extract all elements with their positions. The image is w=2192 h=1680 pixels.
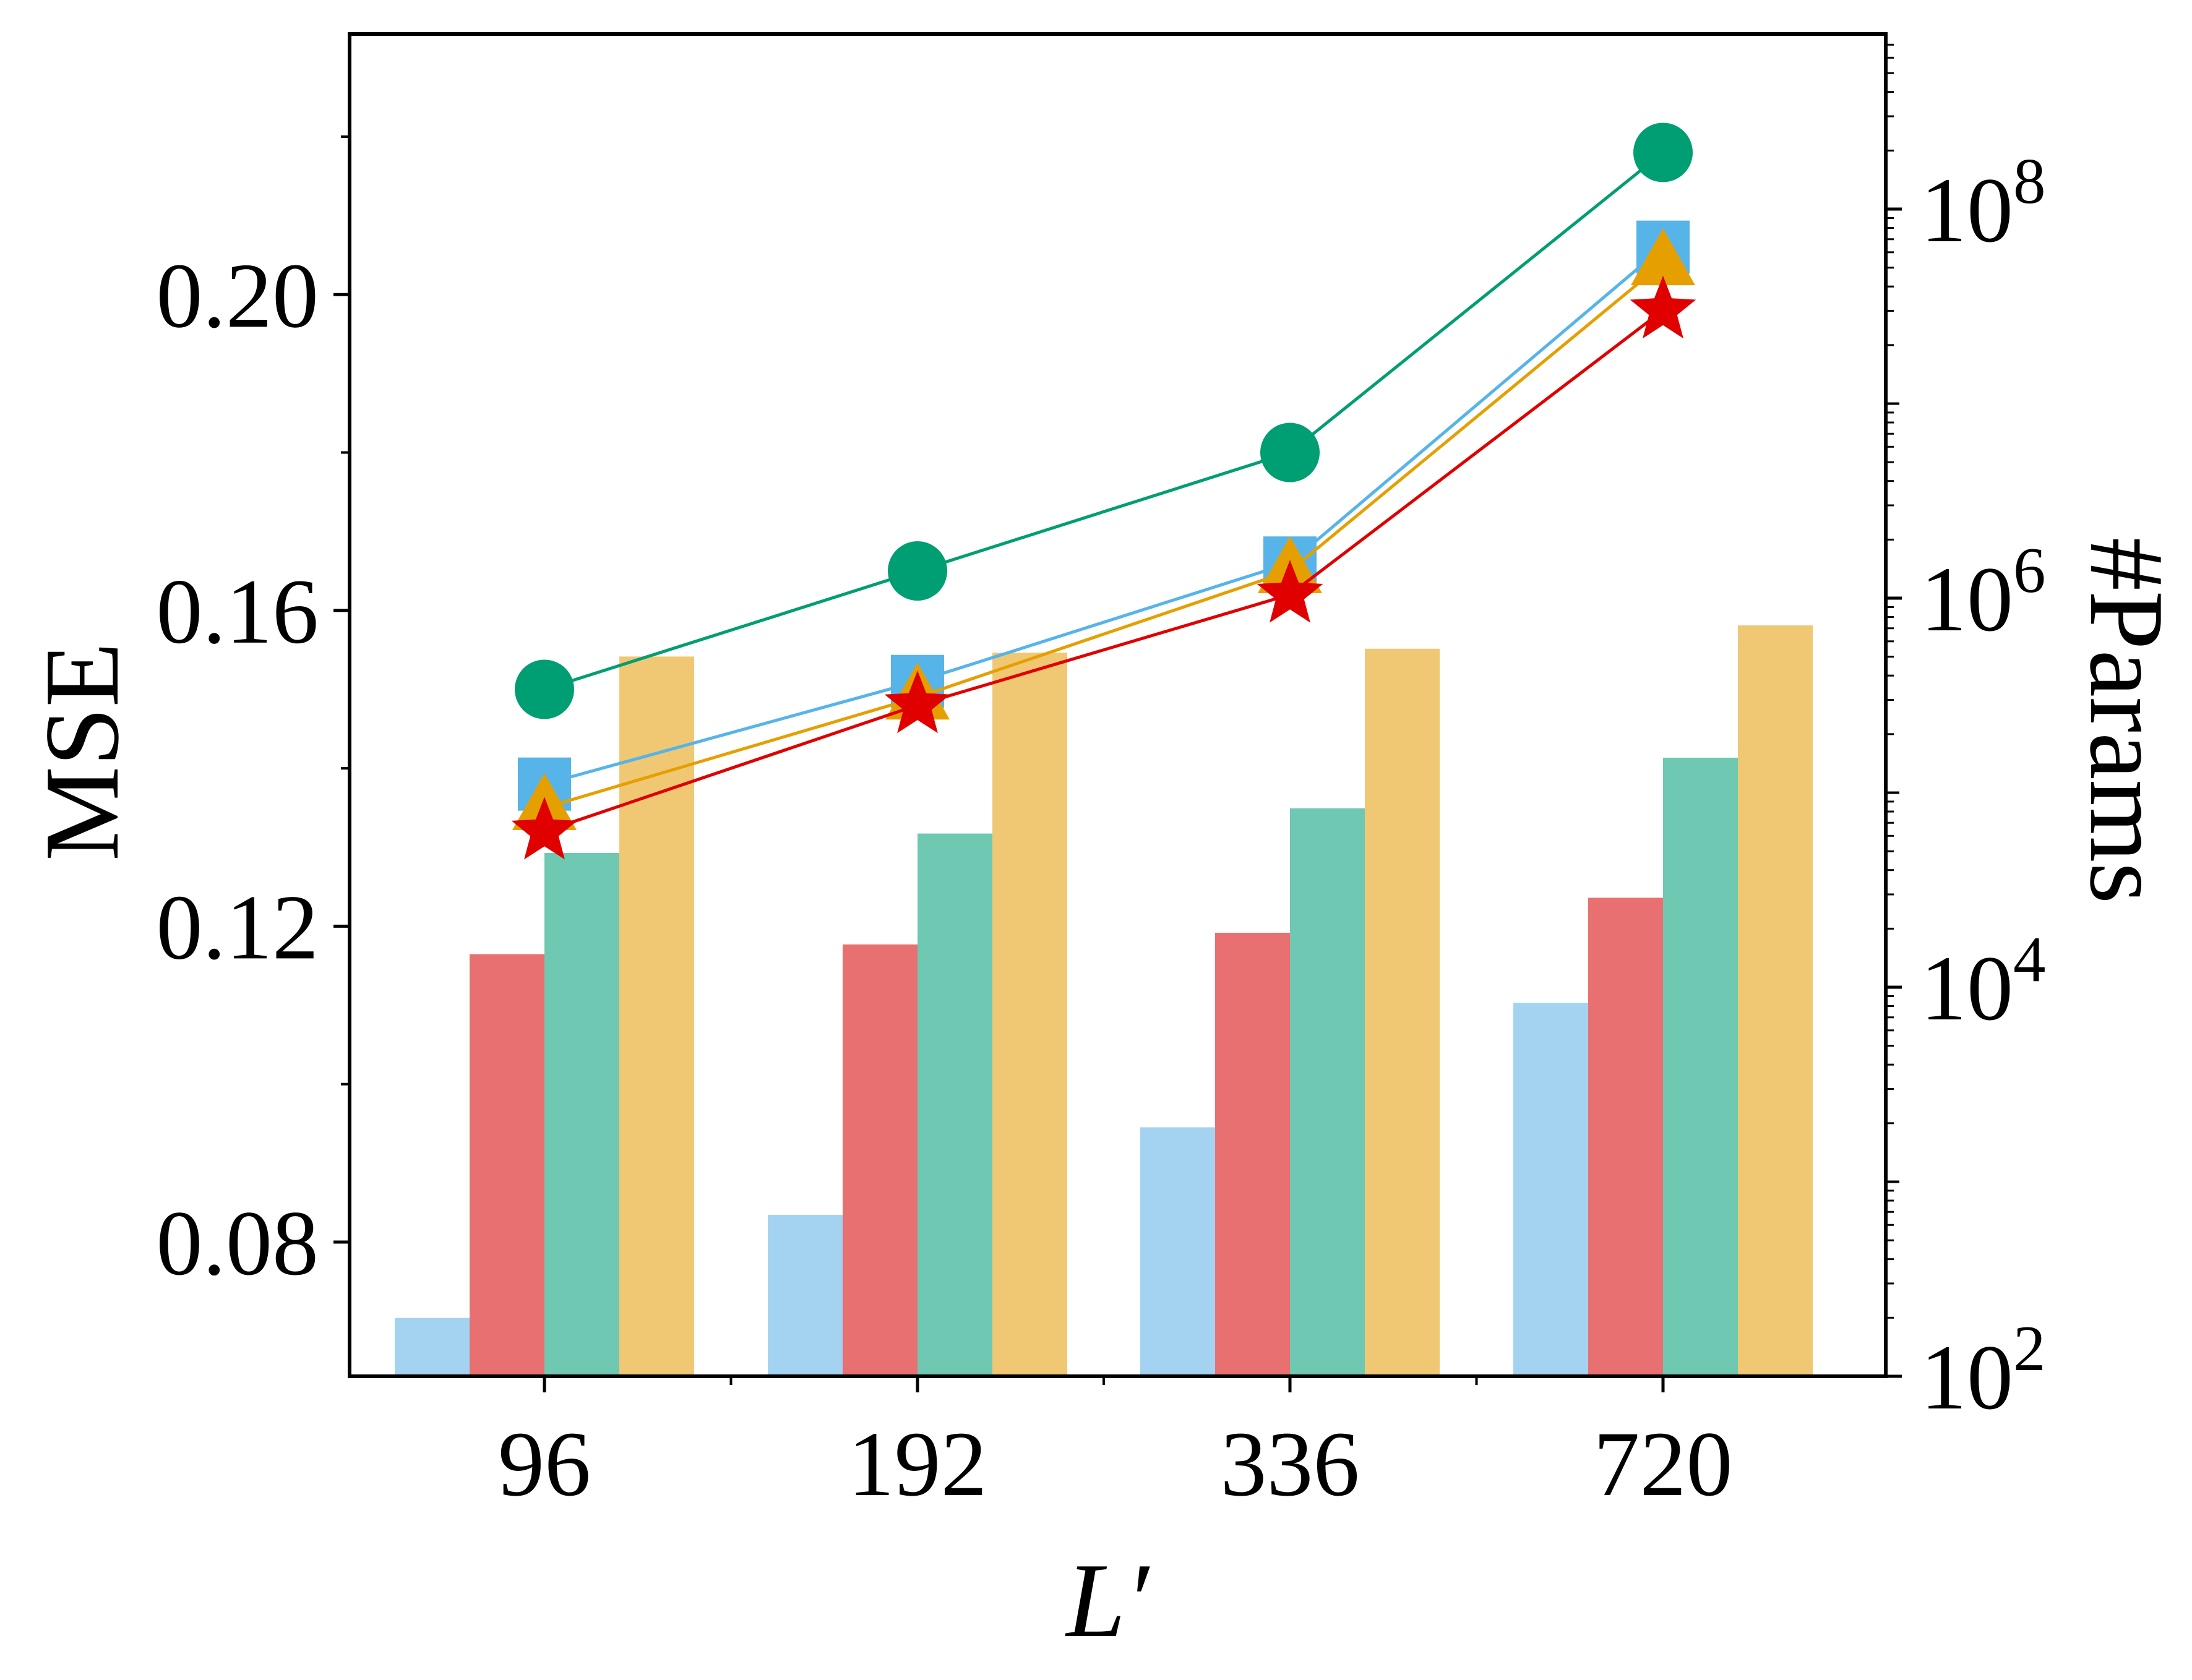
bar-teal-bars-96 bbox=[544, 853, 619, 1376]
x-tick-label-336: 336 bbox=[1221, 1413, 1360, 1515]
y2-axis-label: #Params bbox=[2068, 538, 2185, 904]
lines-layer bbox=[511, 122, 1696, 860]
marker-red-star-720 bbox=[1630, 275, 1696, 339]
y-axis-label: MSE bbox=[24, 642, 141, 861]
line-orange-triangle bbox=[544, 262, 1664, 810]
y2-tick-label-10-4: 104 bbox=[1920, 923, 2046, 1040]
bar-teal-bars-336 bbox=[1290, 808, 1365, 1376]
x-tick-label-192: 192 bbox=[848, 1413, 987, 1515]
x-tick-label-720: 720 bbox=[1594, 1413, 1733, 1515]
marker-green-circle-96 bbox=[515, 659, 574, 719]
bar-light-blue-bars-96 bbox=[395, 1318, 470, 1376]
plot-frame bbox=[348, 32, 1888, 1378]
marker-red-star-96 bbox=[511, 797, 578, 860]
marker-green-circle-720 bbox=[1633, 122, 1693, 182]
y2-tick-label-10-6: 106 bbox=[1920, 534, 2046, 651]
marker-green-circle-192 bbox=[888, 541, 947, 601]
marker-orange-triangle-720 bbox=[1631, 228, 1695, 286]
bar-red-bars-96 bbox=[470, 954, 544, 1376]
y2-tick-label-10-2: 102 bbox=[1920, 1312, 2046, 1429]
bar-teal-bars-720 bbox=[1663, 757, 1738, 1376]
bar-light-blue-bars-192 bbox=[768, 1214, 843, 1376]
bars-layer bbox=[395, 625, 1813, 1376]
y2-tick-label-10-8: 108 bbox=[1920, 145, 2046, 262]
line-green-circle bbox=[544, 151, 1664, 691]
y-tick-label-0.20: 0.20 bbox=[157, 244, 319, 347]
y-tick-label-0.16: 0.16 bbox=[157, 560, 319, 663]
bar-red-bars-336 bbox=[1215, 932, 1290, 1376]
x-axis-label: L′ bbox=[1064, 1542, 1150, 1660]
bar-yellow-bars-96 bbox=[619, 656, 694, 1376]
line-red-star bbox=[544, 309, 1664, 833]
bar-red-bars-720 bbox=[1588, 898, 1663, 1376]
line-blue-square bbox=[544, 246, 1664, 786]
y-tick-label-0.08: 0.08 bbox=[157, 1192, 319, 1295]
marker-green-circle-336 bbox=[1260, 422, 1320, 482]
marker-red-star-336 bbox=[1257, 560, 1323, 623]
bar-yellow-bars-336 bbox=[1365, 648, 1440, 1376]
x-tick-label-96: 96 bbox=[498, 1413, 591, 1515]
bar-light-blue-bars-720 bbox=[1513, 1003, 1588, 1376]
axes-layer: 0.08 0.12 0.16 0.20 102 104 106 108 96 192 336 720 bbox=[157, 32, 2046, 1515]
marker-red-star-192 bbox=[884, 671, 951, 734]
bar-yellow-bars-192 bbox=[992, 653, 1067, 1376]
bar-red-bars-192 bbox=[843, 944, 918, 1376]
y-tick-label-0.12: 0.12 bbox=[157, 876, 319, 979]
bar-yellow-bars-720 bbox=[1738, 625, 1813, 1376]
bar-teal-bars-192 bbox=[918, 833, 992, 1376]
labels-layer: MSE #Params L′ bbox=[24, 538, 2185, 1660]
bar-light-blue-bars-336 bbox=[1140, 1127, 1215, 1376]
